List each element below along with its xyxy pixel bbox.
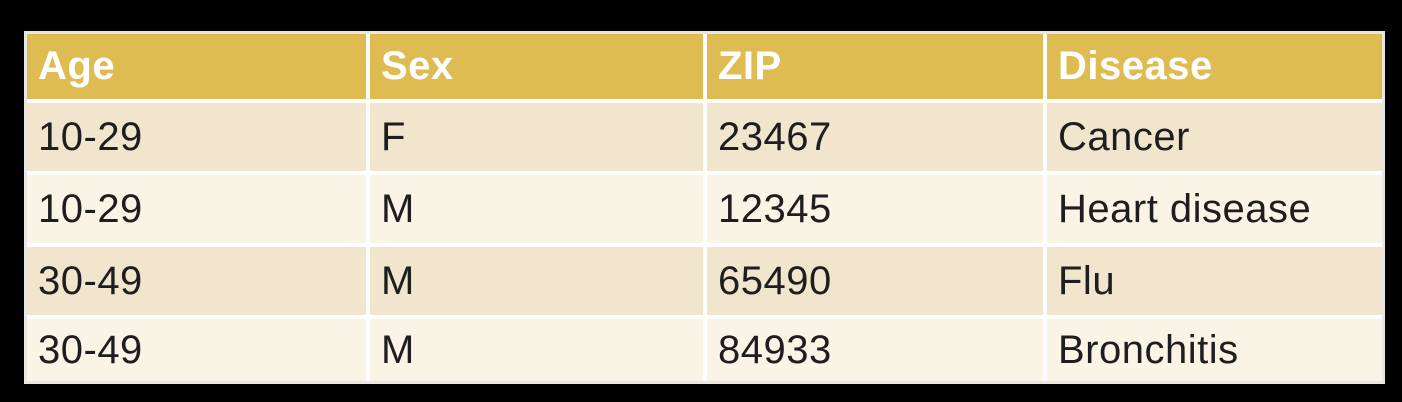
column-header-age: Age: [27, 34, 370, 103]
table-cell-zip: 65490: [707, 247, 1047, 319]
table-cell-sex: F: [370, 103, 707, 175]
table-cell-disease: Cancer: [1047, 103, 1382, 175]
table-cell-age: 30-49: [27, 247, 370, 319]
patient-data-table: Age Sex ZIP Disease 10-29 F 23467 Cancer…: [24, 31, 1385, 384]
table-cell-sex: M: [370, 247, 707, 319]
table-cell-age: 10-29: [27, 103, 370, 175]
column-header-sex: Sex: [370, 34, 707, 103]
table-cell-disease: Heart disease: [1047, 175, 1382, 247]
table-cell-age: 10-29: [27, 175, 370, 247]
column-header-zip: ZIP: [707, 34, 1047, 103]
table-cell-sex: M: [370, 319, 707, 381]
table-cell-zip: 23467: [707, 103, 1047, 175]
table-cell-disease: Bronchitis: [1047, 319, 1382, 381]
table-cell-zip: 12345: [707, 175, 1047, 247]
table-cell-zip: 84933: [707, 319, 1047, 381]
column-header-disease: Disease: [1047, 34, 1382, 103]
table-cell-disease: Flu: [1047, 247, 1382, 319]
table-cell-age: 30-49: [27, 319, 370, 381]
table-cell-sex: M: [370, 175, 707, 247]
